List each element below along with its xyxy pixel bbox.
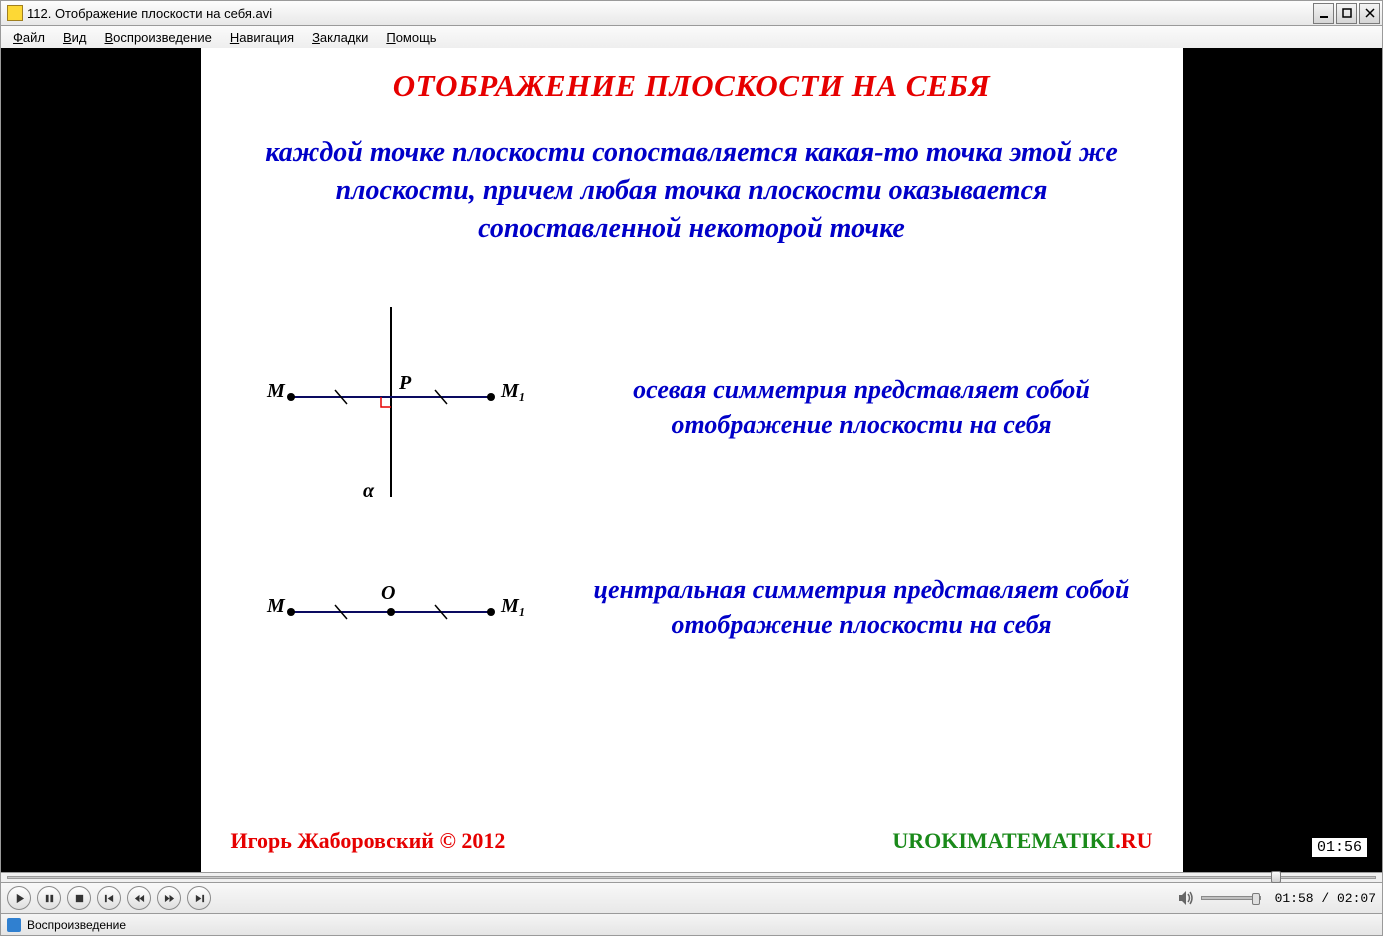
diagram-axial: M P M₁ α xyxy=(201,297,581,517)
minimize-button[interactable] xyxy=(1313,3,1334,24)
status-text: Воспроизведение xyxy=(27,918,126,932)
text-central-symmetry: центральная симметрия представляет собой… xyxy=(581,572,1183,642)
status-bar: Воспроизведение xyxy=(0,914,1383,936)
video-area[interactable]: ОТОБРАЖЕНИЕ ПЛОСКОСТИ НА СЕБЯ каждой точ… xyxy=(0,48,1383,873)
seek-track xyxy=(7,876,1376,879)
rewind-button[interactable] xyxy=(127,886,151,910)
menu-file[interactable]: Файл xyxy=(5,28,53,47)
stop-button[interactable] xyxy=(67,886,91,910)
svg-text:M: M xyxy=(266,595,286,617)
author-text: Игорь Жаборовский © 2012 xyxy=(231,828,506,854)
svg-text:α: α xyxy=(363,480,375,502)
close-button[interactable] xyxy=(1359,3,1380,24)
window-title: 112. Отображение плоскости на себя.avi xyxy=(27,6,1311,21)
slide-title: ОТОБРАЖЕНИЕ ПЛОСКОСТИ НА СЕБЯ xyxy=(201,48,1183,104)
volume-slider[interactable] xyxy=(1201,896,1261,900)
menu-view[interactable]: Вид xyxy=(55,28,95,47)
time-display: 01:58 / 02:07 xyxy=(1275,891,1376,906)
seek-thumb[interactable] xyxy=(1271,871,1281,883)
prev-button[interactable] xyxy=(97,886,121,910)
svg-text:M₁: M₁ xyxy=(500,595,526,617)
menu-bookmarks[interactable]: Закладки xyxy=(304,28,376,47)
diagram-central: M O M₁ xyxy=(201,557,581,657)
svg-text:P: P xyxy=(398,372,412,394)
site-link: UROKIMATEMATIKI.RU xyxy=(892,828,1152,854)
status-icon xyxy=(7,918,21,932)
play-button[interactable] xyxy=(7,886,31,910)
slide-definition: каждой точке плоскости сопоставляется ка… xyxy=(249,134,1135,247)
svg-text:O: O xyxy=(381,582,395,604)
forward-button[interactable] xyxy=(157,886,181,910)
volume-icon[interactable] xyxy=(1177,889,1195,907)
svg-text:M₁: M₁ xyxy=(500,380,526,402)
title-bar: 112. Отображение плоскости на себя.avi xyxy=(0,0,1383,26)
slide-footer: Игорь Жаборовский © 2012 UROKIMATEMATIKI… xyxy=(201,828,1183,854)
pause-button[interactable] xyxy=(37,886,61,910)
app-icon xyxy=(7,5,23,21)
menu-playback[interactable]: Воспроизведение xyxy=(97,28,220,47)
volume-thumb[interactable] xyxy=(1252,893,1260,905)
menu-navigate[interactable]: Навигация xyxy=(222,28,302,47)
row-axial-symmetry: M P M₁ α осевая симметрия представляет с… xyxy=(201,297,1183,517)
svg-text:M: M xyxy=(266,380,286,402)
next-button[interactable] xyxy=(187,886,211,910)
menu-bar: Файл Вид Воспроизведение Навигация Закла… xyxy=(0,26,1383,48)
text-axial-symmetry: осевая симметрия представляет собой отоб… xyxy=(581,372,1183,442)
seek-bar[interactable] xyxy=(0,873,1383,883)
slide-content: ОТОБРАЖЕНИЕ ПЛОСКОСТИ НА СЕБЯ каждой точ… xyxy=(201,48,1183,872)
row-central-symmetry: M O M₁ центральная симметрия представляе… xyxy=(201,557,1183,657)
control-bar: 01:58 / 02:07 xyxy=(0,883,1383,914)
maximize-button[interactable] xyxy=(1336,3,1357,24)
menu-help[interactable]: Помощь xyxy=(378,28,444,47)
timestamp-overlay: 01:56 xyxy=(1311,837,1368,858)
